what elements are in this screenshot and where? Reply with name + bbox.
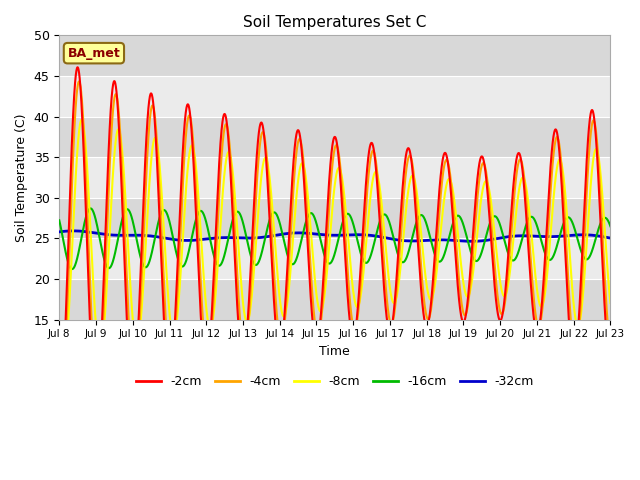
- -4cm: [537, 319, 545, 324]
- -2cm: [267, 240, 275, 246]
- Line: -4cm: -4cm: [60, 82, 611, 402]
- Bar: [60, 157, 611, 198]
- -2cm: [536, 316, 544, 322]
- -8cm: [596, 165, 604, 171]
- -8cm: [291, 212, 299, 217]
- Line: -16cm: -16cm: [60, 208, 611, 269]
- -4cm: [56, 395, 63, 401]
- -16cm: [291, 259, 299, 265]
- -32cm: [151, 234, 159, 240]
- -8cm: [267, 189, 275, 195]
- -32cm: [468, 239, 476, 244]
- -16cm: [267, 213, 275, 219]
- Bar: [60, 117, 611, 157]
- -4cm: [118, 176, 126, 181]
- -2cm: [118, 203, 126, 208]
- -32cm: [56, 229, 63, 235]
- -8cm: [537, 303, 545, 309]
- -32cm: [607, 235, 614, 241]
- Bar: [60, 76, 611, 117]
- -2cm: [291, 144, 298, 150]
- Text: BA_met: BA_met: [68, 47, 120, 60]
- -4cm: [291, 166, 299, 172]
- Bar: [60, 279, 611, 320]
- -4cm: [152, 116, 159, 122]
- Y-axis label: Soil Temperature (C): Soil Temperature (C): [15, 113, 28, 242]
- -8cm: [56, 331, 63, 337]
- -8cm: [152, 135, 159, 141]
- Title: Soil Temperatures Set C: Soil Temperatures Set C: [243, 15, 426, 30]
- -32cm: [118, 232, 126, 238]
- Bar: [60, 239, 611, 279]
- -16cm: [68, 266, 76, 272]
- Bar: [60, 36, 611, 76]
- -2cm: [607, 356, 614, 362]
- -2cm: [151, 122, 159, 128]
- -16cm: [152, 234, 159, 240]
- -32cm: [537, 234, 545, 240]
- X-axis label: Time: Time: [319, 345, 350, 358]
- -32cm: [70, 228, 77, 234]
- -2cm: [74, 64, 81, 70]
- -8cm: [607, 300, 614, 306]
- -8cm: [60, 360, 67, 365]
- -2cm: [596, 204, 604, 210]
- Line: -2cm: -2cm: [60, 67, 611, 417]
- -2cm: [56, 414, 63, 420]
- Legend: -2cm, -4cm, -8cm, -16cm, -32cm: -2cm, -4cm, -8cm, -16cm, -32cm: [131, 370, 539, 393]
- -16cm: [537, 236, 545, 241]
- -4cm: [607, 343, 614, 349]
- Line: -32cm: -32cm: [60, 231, 611, 241]
- -16cm: [607, 224, 614, 229]
- Line: -8cm: -8cm: [60, 120, 611, 362]
- -16cm: [86, 205, 94, 211]
- -8cm: [118, 152, 126, 157]
- Bar: [60, 198, 611, 239]
- -4cm: [267, 217, 275, 223]
- -4cm: [596, 183, 604, 189]
- -16cm: [596, 222, 604, 228]
- -32cm: [267, 233, 275, 239]
- -8cm: [78, 117, 86, 123]
- -4cm: [75, 79, 83, 84]
- -32cm: [596, 233, 604, 239]
- -32cm: [291, 230, 298, 236]
- -16cm: [118, 216, 126, 221]
- -16cm: [56, 217, 63, 223]
- -4cm: [57, 399, 65, 405]
